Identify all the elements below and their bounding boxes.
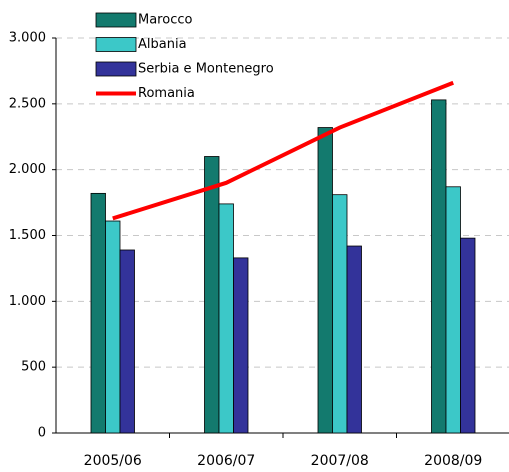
legend-swatch	[95, 37, 137, 52]
bar	[204, 156, 220, 434]
y-tick-label: 1.000	[9, 294, 46, 309]
y-tick-label: 3.000	[9, 31, 46, 46]
bar	[105, 220, 121, 434]
y-tick-label: 500	[21, 360, 46, 375]
legend-label: Serbia e Montenegro	[138, 62, 274, 77]
y-tick-label: 2.000	[9, 162, 46, 177]
bar	[317, 127, 333, 434]
y-tick-label: 0	[38, 426, 46, 441]
y-tick-label: 1.500	[9, 228, 46, 243]
x-tick-label: 2007/08	[311, 453, 369, 469]
bar	[460, 237, 476, 434]
bar	[431, 99, 447, 434]
y-tick-label: 2.500	[9, 96, 46, 111]
bar	[90, 192, 106, 434]
x-tick-label: 2006/07	[197, 453, 255, 469]
bar	[346, 245, 362, 434]
legend-label: Marocco	[138, 13, 192, 28]
bar	[445, 186, 461, 434]
legend-label: Albania	[138, 37, 187, 52]
x-tick-label: 2008/09	[424, 453, 482, 469]
legend-swatch	[95, 12, 137, 28]
bar	[218, 203, 234, 434]
bar	[233, 257, 249, 434]
bar	[119, 249, 135, 434]
legend-label: Romania	[138, 86, 195, 101]
legend-swatch	[95, 61, 137, 77]
line	[112, 80, 454, 221]
bar	[332, 194, 348, 434]
x-tick-label: 2005/06	[84, 453, 142, 469]
